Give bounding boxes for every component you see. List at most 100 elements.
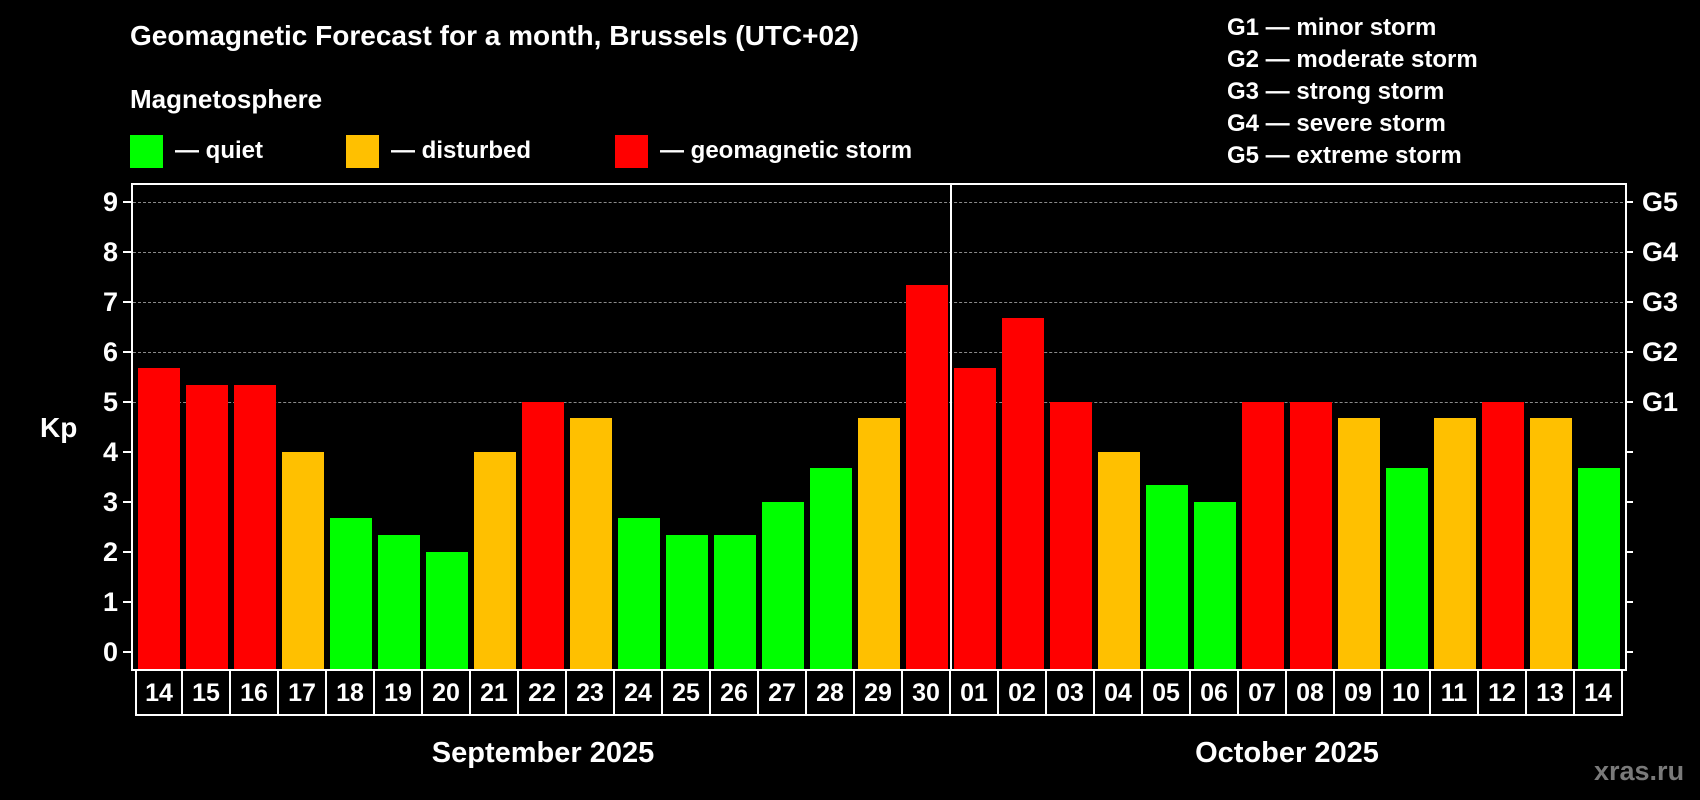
y-tick [123, 201, 131, 203]
y-tick-label: 4 [102, 437, 118, 467]
kp-bar-quiet [810, 468, 852, 669]
kp-bar-storm [1002, 318, 1044, 669]
date-cell: 27 [759, 669, 807, 716]
y-tick-right [1625, 201, 1633, 203]
date-cell: 10 [1383, 669, 1431, 716]
date-cell: 01 [951, 669, 999, 716]
y-tick-right [1625, 601, 1633, 603]
gridline [133, 302, 1623, 303]
date-cell: 17 [279, 669, 327, 716]
y-tick-label: 8 [102, 237, 118, 267]
legend-item-storm: — geomagnetic storm [615, 134, 912, 168]
date-cell: 14 [135, 669, 183, 716]
kp-bar-quiet [1386, 468, 1428, 669]
date-cell: 12 [1479, 669, 1527, 716]
kp-bar-quiet [1578, 468, 1620, 669]
date-cell: 21 [471, 669, 519, 716]
kp-bar-disturbed [474, 451, 516, 669]
y-tick-right [1625, 651, 1633, 653]
gridline [133, 252, 1623, 253]
date-cell: 25 [663, 669, 711, 716]
kp-bar-storm [954, 368, 996, 669]
gridline [133, 352, 1623, 353]
date-cell: 29 [855, 669, 903, 716]
chart-title: Geomagnetic Forecast for a month, Brusse… [130, 20, 859, 51]
date-cell: 06 [1191, 669, 1239, 716]
month-label-october: October 2025 [1195, 737, 1379, 769]
kp-bar-storm [138, 368, 180, 669]
date-cell: 20 [423, 669, 471, 716]
g-scale-label: G4 [1642, 237, 1679, 267]
date-cell: 11 [1431, 669, 1479, 716]
g-scale-label: G1 [1642, 387, 1679, 417]
date-cell: 04 [1095, 669, 1143, 716]
date-cell: 18 [327, 669, 375, 716]
kp-bar-quiet [618, 518, 660, 669]
date-cell: 09 [1335, 669, 1383, 716]
y-tick-label: 0 [102, 637, 118, 667]
kp-bar-quiet [426, 551, 468, 669]
kp-bar-disturbed [1098, 451, 1140, 669]
y-tick [123, 351, 131, 353]
legend-item-quiet: — quiet [130, 134, 263, 168]
date-cell: 22 [519, 669, 567, 716]
plot-frame [131, 183, 1627, 671]
y-axis-label: Kp [40, 412, 78, 443]
date-cell: 23 [567, 669, 615, 716]
month-divider [950, 183, 952, 669]
kp-bar-quiet [378, 535, 420, 669]
legend-heading: Magnetosphere [130, 84, 323, 114]
y-tick [123, 501, 131, 503]
kp-bar-storm [234, 385, 276, 669]
kp-bar-storm [906, 285, 948, 669]
kp-bar-quiet [666, 535, 708, 669]
date-cell: 08 [1287, 669, 1335, 716]
y-tick-label: 7 [102, 287, 118, 317]
storm-scale-g3: G3 — strong storm [1227, 78, 1445, 105]
kp-bar-disturbed [1338, 418, 1380, 669]
kp-bar-disturbed [858, 418, 900, 669]
y-tick-right [1625, 301, 1633, 303]
date-cell: 19 [375, 669, 423, 716]
kp-bar-quiet [1194, 501, 1236, 669]
y-tick [123, 601, 131, 603]
date-cell: 13 [1527, 669, 1575, 716]
storm-scale-g4: G4 — severe storm [1227, 110, 1446, 137]
watermark: xras.ru [1594, 756, 1685, 786]
kp-bar-quiet [714, 535, 756, 669]
date-cell: 03 [1047, 669, 1095, 716]
storm-scale-g1: G1 — minor storm [1227, 14, 1437, 41]
y-tick-label: 9 [102, 187, 118, 217]
g-scale-label: G2 [1642, 337, 1679, 367]
y-tick-right [1625, 351, 1633, 353]
y-tick-right [1625, 401, 1633, 403]
y-tick-label: 6 [102, 337, 118, 367]
date-cell: 15 [183, 669, 231, 716]
storm-scale-list: G1 — minor storm G2 — moderate storm G3 … [1227, 12, 1478, 172]
kp-bar-quiet [762, 501, 804, 669]
y-tick-label: 1 [102, 587, 118, 617]
y-tick [123, 251, 131, 253]
gridline [133, 202, 1623, 203]
gridline [133, 402, 1623, 403]
date-cell: 26 [711, 669, 759, 716]
date-cell: 14 [1575, 669, 1623, 716]
quiet-swatch [130, 134, 163, 168]
legend-item-disturbed: — disturbed [346, 134, 531, 168]
month-label-september: September 2025 [431, 737, 655, 769]
legend-label: — disturbed [391, 137, 532, 164]
y-tick-label: 5 [102, 387, 118, 417]
kp-bar-storm [1050, 401, 1092, 669]
storm-scale-g2: G2 — moderate storm [1227, 46, 1478, 73]
y-tick-right [1625, 501, 1633, 503]
date-cell: 16 [231, 669, 279, 716]
legend-label: — quiet [175, 137, 263, 164]
disturbed-swatch [346, 134, 379, 168]
kp-bar-storm [1242, 401, 1284, 669]
kp-bar-disturbed [282, 451, 324, 669]
date-cell: 28 [807, 669, 855, 716]
date-cell: 24 [615, 669, 663, 716]
kp-bar-disturbed [570, 418, 612, 669]
y-tick-right [1625, 251, 1633, 253]
kp-bar-quiet [1146, 485, 1188, 669]
